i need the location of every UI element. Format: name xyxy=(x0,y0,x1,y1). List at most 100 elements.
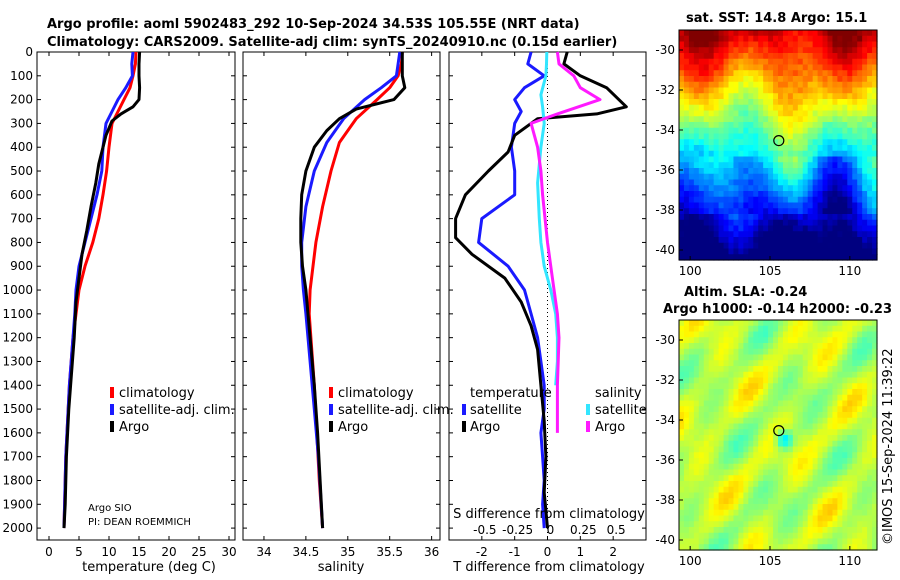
heatmap-cell xyxy=(763,116,769,123)
heatmap-cell xyxy=(792,53,799,60)
heatmap-cell xyxy=(763,354,769,361)
heatmap-cell xyxy=(812,30,819,37)
heatmap-cell xyxy=(698,348,705,356)
heatmap-cell xyxy=(718,538,725,545)
heatmap-cell xyxy=(733,30,739,37)
heatmap-cell xyxy=(778,429,784,436)
heatmap-cell xyxy=(852,156,858,163)
heatmap-cell xyxy=(797,145,804,152)
heatmap-cell xyxy=(837,486,843,494)
heatmap-cell xyxy=(698,458,705,465)
heatmap-cell xyxy=(763,127,769,135)
heatmap-cell xyxy=(807,196,814,204)
heatmap-cell xyxy=(728,452,735,459)
heatmap-cell xyxy=(778,64,784,71)
heatmap-cell xyxy=(743,440,749,448)
heatmap-cell xyxy=(768,254,774,261)
heatmap-cell xyxy=(817,452,824,459)
heatmap-cell xyxy=(787,116,794,123)
heatmap-cell xyxy=(797,521,804,528)
heatmap-cell xyxy=(718,168,725,175)
heatmap-cell xyxy=(817,538,824,545)
heatmap-cell xyxy=(708,348,715,356)
heatmap-cell xyxy=(827,242,834,250)
heatmap-cell xyxy=(792,162,799,169)
heatmap-cell xyxy=(822,104,829,112)
heatmap-cell xyxy=(693,377,700,384)
heatmap-cell xyxy=(847,394,853,402)
heatmap-cell xyxy=(773,242,779,250)
heatmap-cells xyxy=(679,320,878,551)
heatmap-cell xyxy=(797,162,804,169)
heatmap-cell xyxy=(768,446,774,453)
heatmap-cell xyxy=(857,47,863,54)
heatmap-cell xyxy=(688,173,695,181)
heatmap-cell xyxy=(832,173,838,181)
heatmap-cell xyxy=(693,406,700,413)
heatmap-cell xyxy=(758,104,764,112)
heatmap-cell xyxy=(753,237,759,244)
heatmap-cell xyxy=(693,417,700,425)
heatmap-cell xyxy=(763,168,769,175)
heatmap-cell xyxy=(728,469,735,476)
heatmap-cell xyxy=(713,64,720,71)
heatmap-cell xyxy=(763,133,769,140)
y-tick-label: -36 xyxy=(655,453,675,467)
heatmap-cell xyxy=(842,417,848,425)
heatmap-cell xyxy=(758,343,764,350)
heatmap-cell xyxy=(713,348,720,356)
heatmap-cell xyxy=(683,400,690,407)
heatmap-cell xyxy=(857,504,863,511)
heatmap-cell xyxy=(872,360,878,367)
heatmap-cell xyxy=(713,53,720,60)
series-line-argo xyxy=(299,52,407,529)
heatmap-cell xyxy=(842,544,848,551)
heatmap-cell xyxy=(872,469,878,476)
heatmap-cell xyxy=(852,532,858,540)
heatmap-cell xyxy=(743,532,749,540)
series-line-salinity-satellite xyxy=(536,51,559,386)
heatmap-cell xyxy=(802,35,809,43)
heatmap-cell xyxy=(832,423,838,430)
heatmap-cell xyxy=(743,191,749,198)
heatmap-cell xyxy=(743,475,749,482)
heatmap-cell xyxy=(832,417,838,425)
heatmap-cell xyxy=(718,191,725,198)
heatmap-cell xyxy=(763,515,769,522)
heatmap-cell xyxy=(837,162,843,169)
heatmap-cell xyxy=(733,509,739,517)
heatmap-cell xyxy=(802,70,809,77)
heatmap-cell xyxy=(867,179,873,186)
heatmap-cell xyxy=(827,383,834,390)
heatmap-cell xyxy=(733,150,739,158)
heatmap-cell xyxy=(778,168,784,175)
heatmap-cell xyxy=(728,446,735,453)
heatmap-cell xyxy=(708,122,715,129)
heatmap-cell xyxy=(683,110,690,117)
heatmap-cell xyxy=(857,139,863,146)
heatmap-cell xyxy=(802,242,809,250)
heatmap-cell xyxy=(688,527,695,534)
heatmap-cell xyxy=(787,168,794,175)
heatmap-cell xyxy=(738,133,744,140)
heatmap-cell xyxy=(728,70,735,77)
heatmap-cell xyxy=(782,150,789,158)
heatmap-cell xyxy=(857,515,863,522)
heatmap-cell xyxy=(852,64,858,71)
heatmap-cell xyxy=(862,446,868,453)
heatmap-cell xyxy=(768,81,774,89)
heatmap-cell xyxy=(852,231,858,238)
heatmap-cell xyxy=(778,185,784,192)
heatmap-cell xyxy=(723,231,730,238)
heatmap-cell xyxy=(733,538,739,545)
heatmap-cell xyxy=(817,173,824,181)
heatmap-cell xyxy=(827,81,834,89)
heatmap-cell xyxy=(857,521,863,528)
heatmap-cell xyxy=(852,150,858,158)
heatmap-cell xyxy=(728,343,735,350)
heatmap-cell xyxy=(797,30,804,37)
heatmap-cell xyxy=(698,133,705,140)
heatmap-cell xyxy=(867,469,873,476)
heatmap-cell xyxy=(698,492,705,499)
heatmap-cell xyxy=(708,325,715,333)
